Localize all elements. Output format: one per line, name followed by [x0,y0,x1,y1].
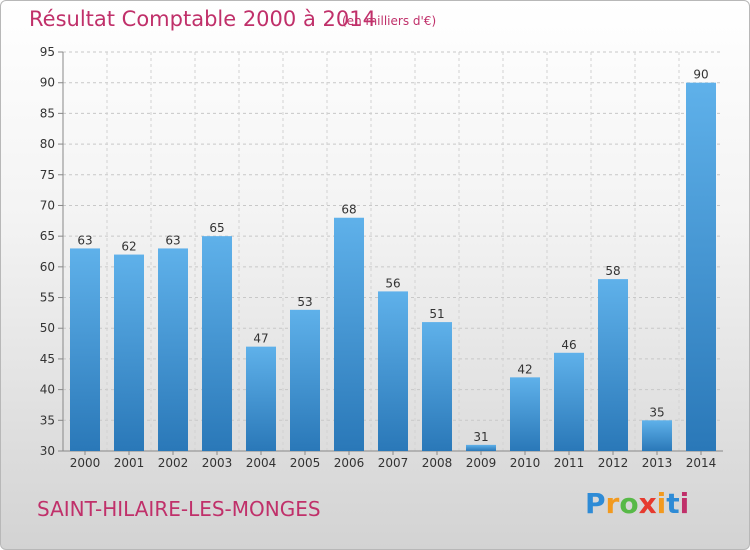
y-tick-label: 95 [40,45,55,59]
logo-letter: t [666,487,680,520]
bar [70,248,100,451]
x-tick-label: 2003 [202,456,233,470]
logo-letter: P [585,487,606,520]
bar [158,248,188,451]
bar [290,309,320,451]
x-tick-label: 2001 [114,456,145,470]
bar [554,352,584,451]
x-tick-label: 2012 [598,456,629,470]
y-tick-label: 90 [40,76,55,90]
x-tick-label: 2005 [290,456,321,470]
bar [246,346,276,451]
y-tick-label: 60 [40,260,55,274]
bar [378,291,408,451]
bar [114,254,144,451]
logo-letter: x [638,487,657,520]
data-label: 51 [429,307,444,321]
x-tick-label: 2002 [158,456,189,470]
x-tick-label: 2004 [246,456,277,470]
bar [422,322,452,451]
y-tick-label: 40 [40,383,55,397]
x-tick-label: 2013 [642,456,673,470]
data-label: 31 [473,430,488,444]
logo-letter: i [679,487,690,520]
data-label: 62 [121,240,136,254]
y-tick-label: 80 [40,137,55,151]
y-tick-label: 55 [40,291,55,305]
y-tick-label: 45 [40,352,55,366]
bar [202,236,232,451]
data-label: 53 [297,295,312,309]
y-tick-label: 75 [40,168,55,182]
logo-letter: i [656,487,667,520]
y-tick-label: 85 [40,106,55,120]
bar [642,420,672,451]
y-tick-label: 30 [40,444,55,458]
bar [598,279,628,451]
x-tick-label: 2010 [510,456,541,470]
chart-title: Résultat Comptable 2000 à 2014 [29,7,376,31]
data-label: 42 [517,362,532,376]
logo-letter: o [619,487,639,520]
proxiti-logo: Proxiti [585,487,689,520]
data-label: 47 [253,332,268,346]
data-label: 35 [649,405,664,419]
bar [510,377,540,451]
data-label: 90 [693,68,708,82]
x-tick-label: 2000 [70,456,101,470]
y-tick-label: 50 [40,321,55,335]
x-tick-label: 2009 [466,456,497,470]
y-tick-label: 65 [40,229,55,243]
data-label: 46 [561,338,576,352]
x-tick-label: 2006 [334,456,365,470]
data-label: 65 [209,221,224,235]
data-label: 63 [77,233,92,247]
chart-subtitle: (en milliers d'€) [342,14,437,28]
data-label: 56 [385,276,400,290]
x-tick-label: 2007 [378,456,409,470]
bar [334,217,364,451]
y-tick-label: 35 [40,413,55,427]
bar [466,444,496,451]
data-label: 68 [341,203,356,217]
data-label: 58 [605,264,620,278]
x-tick-label: 2008 [422,456,453,470]
commune-name: SAINT-HILAIRE-LES-MONGES [37,497,321,521]
x-tick-label: 2014 [686,456,717,470]
x-tick-label: 2011 [554,456,585,470]
logo-letter: r [605,487,620,520]
bar [686,82,716,451]
y-tick-label: 70 [40,198,55,212]
data-label: 63 [165,233,180,247]
